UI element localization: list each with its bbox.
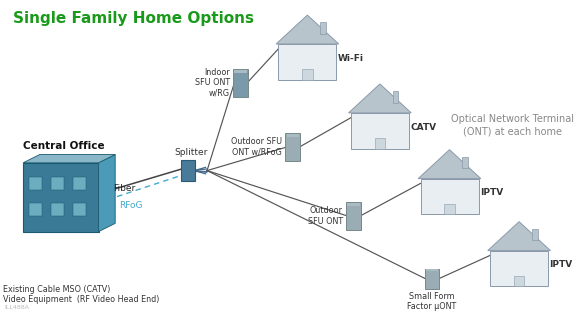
Polygon shape — [99, 155, 115, 232]
FancyBboxPatch shape — [23, 163, 99, 232]
FancyBboxPatch shape — [320, 22, 326, 34]
Text: Splitter: Splitter — [175, 148, 208, 157]
FancyBboxPatch shape — [393, 91, 398, 103]
FancyBboxPatch shape — [73, 203, 86, 217]
Text: Fiber: Fiber — [114, 184, 136, 193]
FancyBboxPatch shape — [514, 276, 524, 286]
FancyBboxPatch shape — [278, 44, 336, 80]
Text: ILL488A: ILL488A — [5, 305, 30, 310]
FancyBboxPatch shape — [375, 138, 385, 149]
FancyBboxPatch shape — [490, 251, 548, 286]
Text: CATV: CATV — [410, 123, 436, 132]
FancyBboxPatch shape — [29, 203, 42, 217]
FancyBboxPatch shape — [532, 228, 538, 240]
Text: Single Family Home Options: Single Family Home Options — [13, 11, 254, 26]
FancyBboxPatch shape — [346, 202, 361, 230]
Text: Video Equipment  (RF Video Head End): Video Equipment (RF Video Head End) — [3, 295, 160, 304]
Text: Central Office: Central Office — [23, 141, 105, 151]
Polygon shape — [488, 222, 550, 251]
FancyBboxPatch shape — [29, 177, 42, 190]
FancyBboxPatch shape — [233, 69, 248, 97]
FancyBboxPatch shape — [234, 70, 247, 73]
Text: Optical Network Terminal
(ONT) at each home: Optical Network Terminal (ONT) at each h… — [451, 114, 574, 136]
FancyBboxPatch shape — [425, 269, 439, 289]
Polygon shape — [418, 150, 481, 179]
Polygon shape — [349, 84, 411, 113]
FancyBboxPatch shape — [287, 134, 299, 137]
FancyBboxPatch shape — [426, 269, 438, 271]
Text: Existing Cable MSO (CATV): Existing Cable MSO (CATV) — [3, 285, 110, 294]
Text: IPTV: IPTV — [549, 260, 572, 269]
Text: IPTV: IPTV — [480, 188, 503, 198]
Text: Small Form
Factor μONT: Small Form Factor μONT — [408, 292, 456, 311]
Text: Wi-Fi: Wi-Fi — [338, 54, 364, 63]
Polygon shape — [276, 15, 339, 44]
FancyBboxPatch shape — [73, 177, 86, 190]
FancyBboxPatch shape — [347, 203, 360, 206]
Text: RFoG: RFoG — [119, 201, 142, 210]
Text: Indoor
SFU ONT
w/RG: Indoor SFU ONT w/RG — [194, 68, 230, 98]
FancyBboxPatch shape — [462, 156, 468, 168]
Text: Outdoor
SFU ONT: Outdoor SFU ONT — [307, 206, 343, 226]
Polygon shape — [23, 155, 115, 163]
FancyBboxPatch shape — [420, 179, 478, 214]
FancyBboxPatch shape — [51, 177, 64, 190]
FancyBboxPatch shape — [302, 69, 313, 80]
FancyBboxPatch shape — [444, 204, 455, 214]
FancyBboxPatch shape — [351, 113, 409, 149]
FancyBboxPatch shape — [51, 203, 64, 217]
FancyBboxPatch shape — [181, 160, 195, 181]
Text: Outdoor SFU
ONT w/RFoG: Outdoor SFU ONT w/RFoG — [231, 137, 282, 157]
FancyBboxPatch shape — [285, 133, 300, 161]
